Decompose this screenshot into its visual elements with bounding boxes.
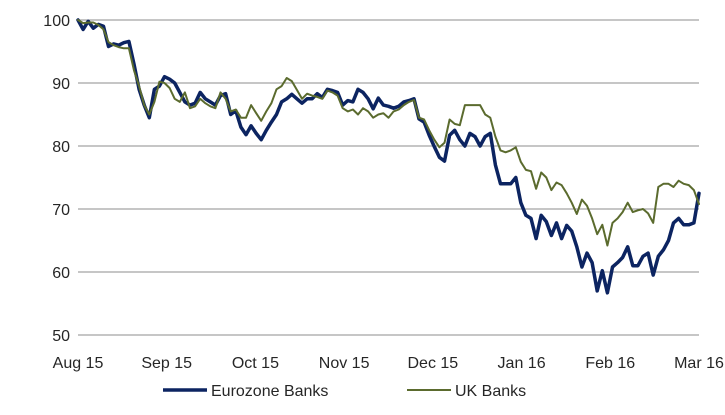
x-tick-label: Mar 16 — [674, 355, 724, 372]
x-tick-label: Aug 15 — [53, 355, 104, 372]
x-tick-label: Feb 16 — [585, 355, 635, 372]
series-lines — [76, 18, 701, 295]
legend-label: Eurozone Banks — [211, 383, 328, 400]
y-tick-label: 60 — [52, 265, 70, 282]
x-tick-label: Sep 15 — [141, 355, 192, 372]
y-axis-tick-labels: 50 60 70 80 90 100 — [43, 13, 70, 345]
x-tick-label: Jan 16 — [498, 355, 546, 372]
legend: Eurozone Banks UK Banks — [163, 383, 526, 400]
series-line-uk-banks — [77, 19, 700, 247]
y-tick-label: 70 — [52, 202, 70, 219]
legend-label: UK Banks — [455, 383, 526, 400]
x-tick-label: Oct 15 — [232, 355, 279, 372]
x-tick-label: Dec 15 — [408, 355, 459, 372]
y-tick-label: 80 — [52, 139, 70, 156]
x-axis-tick-labels: Aug 15 Sep 15 Oct 15 Nov 15 Dec 15 Jan 16 Feb … — [53, 355, 724, 372]
y-tick-label: 90 — [52, 76, 70, 93]
series-line-eurozone-banks — [76, 18, 701, 295]
y-tick-label: 50 — [52, 328, 70, 345]
x-tick-label: Nov 15 — [319, 355, 370, 372]
y-tick-label: 100 — [43, 13, 70, 30]
